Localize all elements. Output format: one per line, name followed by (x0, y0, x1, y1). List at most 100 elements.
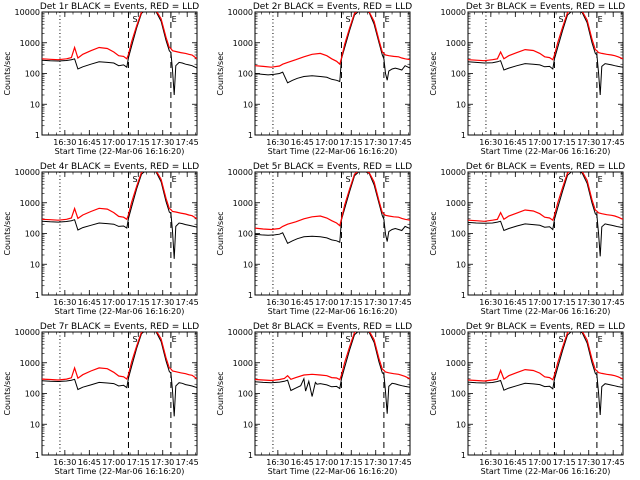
plot-frame (41, 171, 198, 296)
events-series-line (42, 172, 197, 259)
panel-9: Det 9r BLACK = Events, RED = LLD 1 10 100 10… (429, 322, 625, 476)
y-tick-label: 1 (248, 131, 253, 140)
y-tick-label: 1 (35, 291, 40, 300)
x-axis-label: Start Time (22-Mar-06 16:16:20) (481, 147, 611, 156)
lld-series-line (255, 332, 410, 382)
x-axis-label: Start Time (22-Mar-06 16:16:20) (481, 307, 611, 316)
y-tick-label: 100 (25, 70, 40, 79)
x-axis-label: Start Time (22-Mar-06 16:16:20) (55, 147, 185, 156)
x-tick-label: 17:15 (553, 458, 576, 467)
y-tick-label: 10 (243, 100, 253, 109)
x-tick-label: 17:00 (315, 138, 338, 147)
annotation-label: S (345, 335, 350, 344)
x-tick-label: 16:30 (479, 298, 502, 307)
x-tick-label: 17:00 (315, 458, 338, 467)
lld-series-line (255, 12, 410, 68)
x-tick-label: 17:00 (528, 458, 551, 467)
y-tick-label: 10000 (228, 168, 253, 177)
panel-title: Det 8r BLACK = Events, RED = LLD (253, 322, 412, 332)
events-series-line (468, 12, 623, 96)
plot-frame (467, 331, 624, 456)
annotation-label: E (598, 335, 603, 344)
y-axis-label: Counts/sec (429, 211, 438, 255)
y-axis-label: Counts/sec (216, 211, 225, 255)
x-tick-label: 17:15 (553, 298, 576, 307)
series-group (255, 332, 410, 414)
y-axis-label: Counts/sec (3, 211, 12, 255)
x-tick-label: 17:45 (602, 298, 625, 307)
x-axis-label: Start Time (22-Mar-06 16:16:20) (481, 467, 611, 476)
series-group (468, 332, 623, 416)
panel-1: Det 1r BLACK = Events, RED = LLD 1 10 100 10… (3, 2, 199, 156)
y-tick-label: 1 (248, 291, 253, 300)
x-tick-label: 17:00 (102, 458, 125, 467)
y-tick-label: 1000 (20, 359, 40, 368)
lld-series-line (42, 332, 197, 381)
lld-series-line (468, 332, 623, 382)
y-tick-label: 1 (461, 291, 466, 300)
x-axis-label: Start Time (22-Mar-06 16:16:20) (55, 467, 185, 476)
x-tick-label: 16:45 (504, 298, 527, 307)
x-tick-label: 16:30 (266, 138, 289, 147)
y-tick-label: 1000 (233, 39, 253, 48)
plot-frame (41, 11, 198, 136)
y-tick-label: 10000 (228, 328, 253, 337)
plot-frame (41, 331, 198, 456)
x-tick-label: 17:30 (364, 138, 387, 147)
panel-2: Det 2r BLACK = Events, RED = LLD 1 10 100 10… (216, 2, 412, 156)
y-tick-label: 100 (238, 70, 253, 79)
y-tick-label: 100 (451, 230, 466, 239)
panel-title: Det 4r BLACK = Events, RED = LLD (40, 162, 199, 172)
y-tick-label: 10000 (441, 168, 466, 177)
events-series-line (255, 12, 410, 84)
x-tick-label: 16:45 (504, 458, 527, 467)
annotation-label: S (132, 335, 137, 344)
panel-6: Det 6r BLACK = Events, RED = LLD 1 10 100 10… (429, 162, 625, 316)
annotation-label: S (345, 15, 350, 24)
x-tick-label: 16:45 (78, 458, 101, 467)
series-group (42, 172, 197, 259)
y-tick-label: 1 (461, 451, 466, 460)
y-tick-label: 1 (248, 451, 253, 460)
y-axis-label: Counts/sec (429, 371, 438, 415)
x-axis-label: Start Time (22-Mar-06 16:16:20) (55, 307, 185, 316)
plot-frame (467, 11, 624, 136)
lld-series-line (42, 12, 197, 61)
annotation-label: S (132, 15, 137, 24)
annotation-label: S (558, 15, 563, 24)
y-tick-label: 10 (243, 420, 253, 429)
y-tick-label: 10 (30, 100, 40, 109)
annotation-label: E (385, 175, 390, 184)
y-axis-label: Counts/sec (3, 51, 12, 95)
x-axis-label: Start Time (22-Mar-06 16:16:20) (268, 307, 398, 316)
y-tick-label: 10 (456, 100, 466, 109)
x-tick-label: 17:15 (340, 458, 363, 467)
y-tick-label: 10 (30, 260, 40, 269)
y-tick-label: 10 (30, 420, 40, 429)
events-series-line (468, 172, 623, 257)
x-tick-label: 17:15 (553, 138, 576, 147)
x-tick-label: 16:45 (78, 138, 101, 147)
y-tick-label: 10 (243, 260, 253, 269)
y-tick-label: 1000 (446, 199, 466, 208)
x-tick-label: 17:15 (340, 298, 363, 307)
x-tick-label: 17:30 (151, 458, 174, 467)
annotation-label: S (345, 175, 350, 184)
x-tick-label: 17:45 (176, 138, 199, 147)
panel-title: Det 6r BLACK = Events, RED = LLD (466, 162, 625, 172)
y-tick-label: 100 (238, 230, 253, 239)
lld-series-line (468, 172, 623, 222)
x-tick-label: 17:00 (315, 298, 338, 307)
panel-title: Det 7r BLACK = Events, RED = LLD (40, 322, 199, 332)
y-tick-label: 10000 (228, 8, 253, 17)
panel-title: Det 3r BLACK = Events, RED = LLD (466, 2, 625, 12)
y-tick-label: 10 (456, 420, 466, 429)
y-tick-label: 1 (461, 131, 466, 140)
x-tick-label: 17:00 (102, 138, 125, 147)
y-tick-label: 100 (451, 390, 466, 399)
annotation-label: E (598, 175, 603, 184)
x-tick-label: 17:15 (340, 138, 363, 147)
x-axis-label: Start Time (22-Mar-06 16:16:20) (268, 147, 398, 156)
plot-frame (467, 171, 624, 296)
